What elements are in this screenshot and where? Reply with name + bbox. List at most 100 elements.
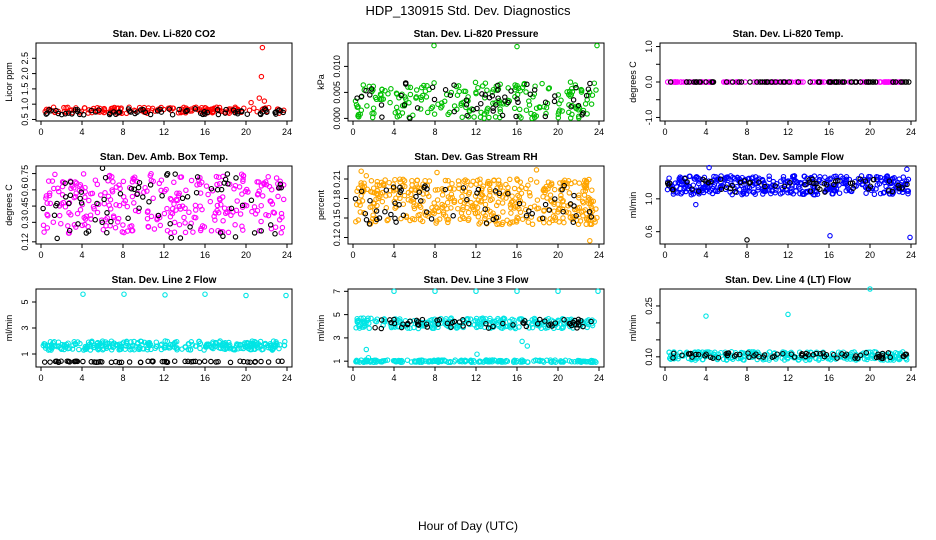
data-point: [442, 186, 449, 193]
data-point: [788, 351, 795, 357]
data-point: [163, 186, 169, 193]
data-point: [184, 107, 190, 114]
data-point: [899, 185, 905, 191]
x-tick-label: 20: [865, 250, 875, 260]
x-tick-label: 4: [703, 250, 708, 260]
data-point: [237, 358, 243, 364]
data-point: [575, 322, 582, 328]
data-point: [374, 187, 381, 194]
data-point: [154, 108, 161, 114]
data-point: [492, 318, 498, 325]
x-ticks: 0 4 8 12 16 20 24: [662, 244, 916, 260]
x-tick-label: 0: [38, 127, 43, 137]
data-point: [208, 358, 214, 365]
data-point: [233, 175, 239, 181]
data-point: [852, 355, 858, 361]
data-point: [416, 359, 423, 365]
data-point: [413, 193, 419, 200]
data-point: [80, 291, 86, 297]
y-axis-label: kPa: [316, 74, 326, 90]
data-point: [729, 182, 736, 189]
data-point: [435, 187, 441, 193]
data-point: [62, 111, 69, 117]
data-point: [415, 319, 421, 325]
x-tick-label: 16: [512, 250, 522, 260]
data-point: [258, 218, 264, 225]
data-point: [77, 195, 83, 202]
data-point: [780, 350, 786, 357]
x-tick-label: 24: [282, 373, 292, 383]
data-point: [807, 79, 813, 85]
data-point: [117, 346, 124, 353]
data-point: [196, 338, 202, 345]
data-point: [269, 201, 276, 207]
data-point: [141, 189, 147, 195]
data-point: [583, 179, 590, 185]
data-point: [40, 222, 47, 229]
data-point: [242, 202, 248, 208]
data-point: [528, 110, 534, 117]
data-point: [192, 106, 199, 112]
data-point: [559, 186, 565, 193]
x-tick-label: 20: [553, 250, 563, 260]
data-point: [378, 359, 384, 365]
data-point: [383, 193, 389, 199]
data-point: [513, 113, 519, 120]
data-point: [426, 178, 433, 184]
data-point: [485, 325, 492, 331]
data-point: [802, 181, 808, 188]
data-point: [442, 87, 449, 93]
data-point: [263, 212, 269, 218]
data-point: [561, 219, 567, 226]
data-point: [113, 202, 119, 208]
data-point: [80, 358, 86, 365]
data-point: [254, 207, 261, 214]
data-point: [507, 219, 514, 226]
data-point: [579, 112, 585, 118]
data-point: [185, 358, 191, 365]
data-point: [595, 288, 601, 295]
x-tick-label: 0: [662, 373, 667, 383]
data-point: [62, 342, 68, 349]
data-point: [54, 200, 60, 207]
data-point: [260, 346, 266, 353]
data-point: [500, 320, 506, 327]
data-point: [733, 352, 739, 358]
panel-9: Stan. Dev. Line 4 (LT) Flow ml/min 0 4 8 12 16…: [628, 275, 917, 383]
data-point: [258, 73, 265, 80]
data-point: [478, 197, 485, 204]
x-tick-label: 0: [350, 250, 355, 260]
data-point: [444, 199, 451, 206]
y-ticks: 0.5 1.0 1.5 2.0 2.5: [20, 52, 36, 126]
data-point: [890, 79, 896, 85]
data-point: [802, 353, 809, 360]
panel-2: Stan. Dev. Li-820 Pressure kPa 0 4 8 12 16 20 24…: [316, 29, 605, 137]
data-point: [876, 180, 883, 187]
data-point: [843, 187, 849, 194]
data-point: [396, 112, 403, 119]
data-point: [72, 340, 78, 347]
data-point: [151, 226, 158, 232]
data-point: [55, 110, 62, 117]
data-points: [352, 42, 600, 122]
data-point: [43, 195, 49, 201]
x-tick-label: 0: [350, 127, 355, 137]
data-point: [737, 179, 744, 186]
x-tick-label: 12: [783, 127, 793, 137]
data-point: [575, 102, 582, 109]
data-point: [421, 184, 427, 191]
data-point: [470, 106, 477, 113]
data-point: [868, 352, 875, 358]
data-point: [461, 200, 468, 206]
data-point: [898, 79, 904, 85]
data-point: [424, 83, 430, 89]
data-point: [145, 340, 152, 346]
data-point: [503, 195, 509, 201]
data-points: [352, 167, 600, 244]
data-point: [505, 99, 511, 106]
data-point: [225, 181, 231, 187]
data-point: [555, 317, 561, 324]
data-point: [265, 359, 272, 365]
figure-title: HDP_130915 Std. Dev. Diagnostics: [366, 3, 571, 18]
data-point: [460, 206, 466, 213]
